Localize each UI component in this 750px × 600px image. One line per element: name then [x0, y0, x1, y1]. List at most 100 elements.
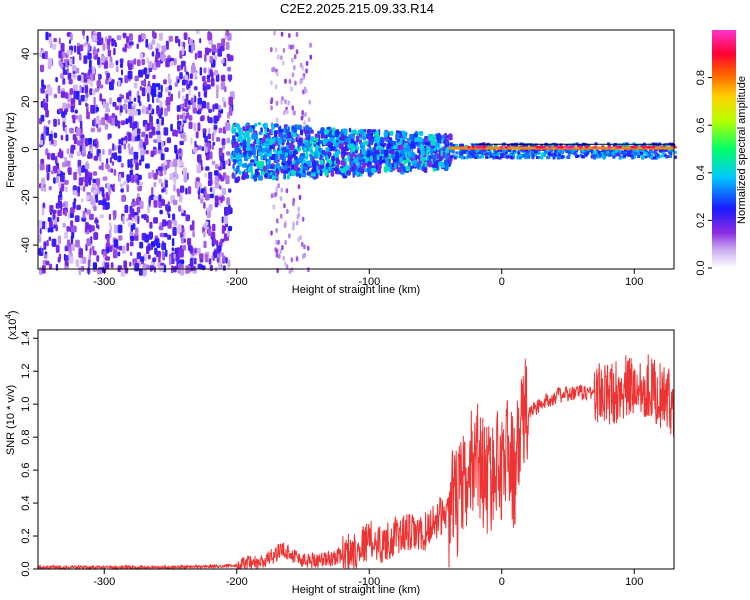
- heatmap-cell: [127, 159, 130, 168]
- heatmap-cell: [57, 168, 61, 174]
- heatmap-cell: [70, 106, 75, 113]
- heatmap-cell: [69, 153, 73, 159]
- heatmap-cell: [213, 70, 219, 76]
- heatmap-cell: [607, 148, 611, 152]
- heatmap-cell: [89, 248, 92, 256]
- heatmap-cell: [623, 148, 627, 152]
- heatmap-cell: [201, 146, 204, 152]
- heatmap-cell: [92, 48, 97, 56]
- heatmap-cell: [509, 149, 513, 153]
- heatmap-cell: [471, 145, 475, 149]
- heatmap-cell: [567, 143, 571, 147]
- heatmap-cell: [151, 126, 156, 136]
- heatmap-cell: [281, 157, 286, 163]
- heatmap-cell: [60, 43, 65, 52]
- heatmap-cell: [126, 242, 129, 252]
- heatmap-cell: [124, 75, 129, 84]
- heatmap-cell: [203, 67, 207, 74]
- heatmap-cell: [53, 93, 58, 99]
- heatmap-cell: [147, 204, 150, 214]
- heatmap-cell: [96, 255, 100, 262]
- heatmap-cell: [354, 169, 357, 176]
- heatmap-cell: [291, 105, 294, 111]
- heatmap-cell: [575, 154, 578, 158]
- heatmap-cell: [226, 197, 231, 206]
- heatmap-cell: [248, 162, 254, 166]
- heatmap-cell: [375, 146, 380, 150]
- heatmap-cell: [289, 44, 293, 50]
- heatmap-cell: [88, 177, 92, 186]
- heatmap-cell: [270, 47, 273, 53]
- heatmap-cell: [170, 123, 173, 132]
- heatmap-cell: [275, 248, 279, 254]
- heatmap-cell: [210, 78, 215, 87]
- heatmap-cell: [123, 260, 127, 269]
- heatmap-cell: [160, 84, 163, 93]
- heatmap-cell: [96, 182, 100, 187]
- heatmap-cell: [471, 144, 475, 148]
- heatmap-cell: [499, 145, 503, 149]
- heatmap-cell: [478, 150, 482, 154]
- heatmap-cell: [129, 95, 132, 102]
- heatmap-cell: [85, 209, 91, 215]
- heatmap-cell: [57, 118, 60, 126]
- heatmap-cell: [368, 146, 371, 151]
- heatmap-cell: [84, 163, 90, 169]
- heatmap-cell: [43, 102, 48, 111]
- heatmap-cell: [133, 58, 137, 65]
- heatmap-cell: [121, 171, 125, 178]
- heatmap-x-ticks: -300 -200 -100 0 100: [93, 269, 643, 288]
- heatmap-cell: [393, 158, 397, 163]
- heatmap-cell: [380, 159, 386, 164]
- heatmap-cell: [47, 227, 51, 233]
- heatmap-cell: [173, 176, 177, 185]
- heatmap-cell: [222, 58, 225, 64]
- heatmap-cell: [85, 102, 88, 107]
- heatmap-cell: [255, 144, 261, 148]
- heatmap-cell: [234, 177, 239, 183]
- heatmap-cell: [391, 140, 397, 145]
- heatmap-cell: [119, 93, 123, 99]
- heatmap-cell: [557, 145, 561, 149]
- heatmap-cell: [107, 135, 110, 140]
- heatmap-cell: [212, 223, 216, 232]
- heatmap-cell: [148, 196, 152, 204]
- heatmap-cell: [275, 252, 279, 258]
- heatmap-cell: [293, 65, 296, 71]
- heatmap-cell: [52, 43, 57, 50]
- heatmap-cell: [95, 117, 100, 126]
- heatmap-cell: [86, 238, 91, 247]
- heatmap-cell: [587, 144, 591, 148]
- heatmap-cell: [628, 153, 631, 157]
- snr-y-scale-base: (x10: [7, 319, 19, 340]
- heatmap-cell: [123, 143, 126, 150]
- heatmap-cell: [108, 186, 112, 195]
- heatmap-cell: [119, 183, 124, 188]
- heatmap-cell: [471, 154, 475, 158]
- heatmap-cell: [126, 217, 129, 222]
- heatmap-cell: [600, 152, 604, 156]
- heatmap-cell: [40, 158, 45, 165]
- heatmap-cell: [219, 185, 222, 190]
- heatmap-cell: [206, 102, 210, 110]
- heatmap-cell: [228, 188, 232, 193]
- heatmap-cell: [84, 177, 89, 187]
- heatmap-cell: [216, 257, 219, 263]
- heatmap-cell: [193, 122, 196, 132]
- heatmap-cell: [567, 153, 571, 157]
- heatmap-cell: [660, 154, 664, 158]
- heatmap-cell: [313, 143, 316, 148]
- heatmap-cell: [80, 138, 84, 146]
- heatmap-cell: [671, 144, 675, 148]
- heatmap-cell: [304, 111, 307, 117]
- heatmap-cell: [86, 77, 91, 85]
- heatmap-cell: [76, 140, 81, 146]
- heatmap-cell: [379, 155, 383, 159]
- heatmap-cell: [82, 210, 86, 219]
- heatmap-cell: [283, 172, 286, 180]
- heatmap-cell: [53, 118, 57, 127]
- heatmap-cell: [531, 148, 535, 152]
- heatmap-cell: [508, 153, 512, 157]
- heatmap-cell: [662, 151, 666, 155]
- heatmap-cell: [168, 213, 171, 219]
